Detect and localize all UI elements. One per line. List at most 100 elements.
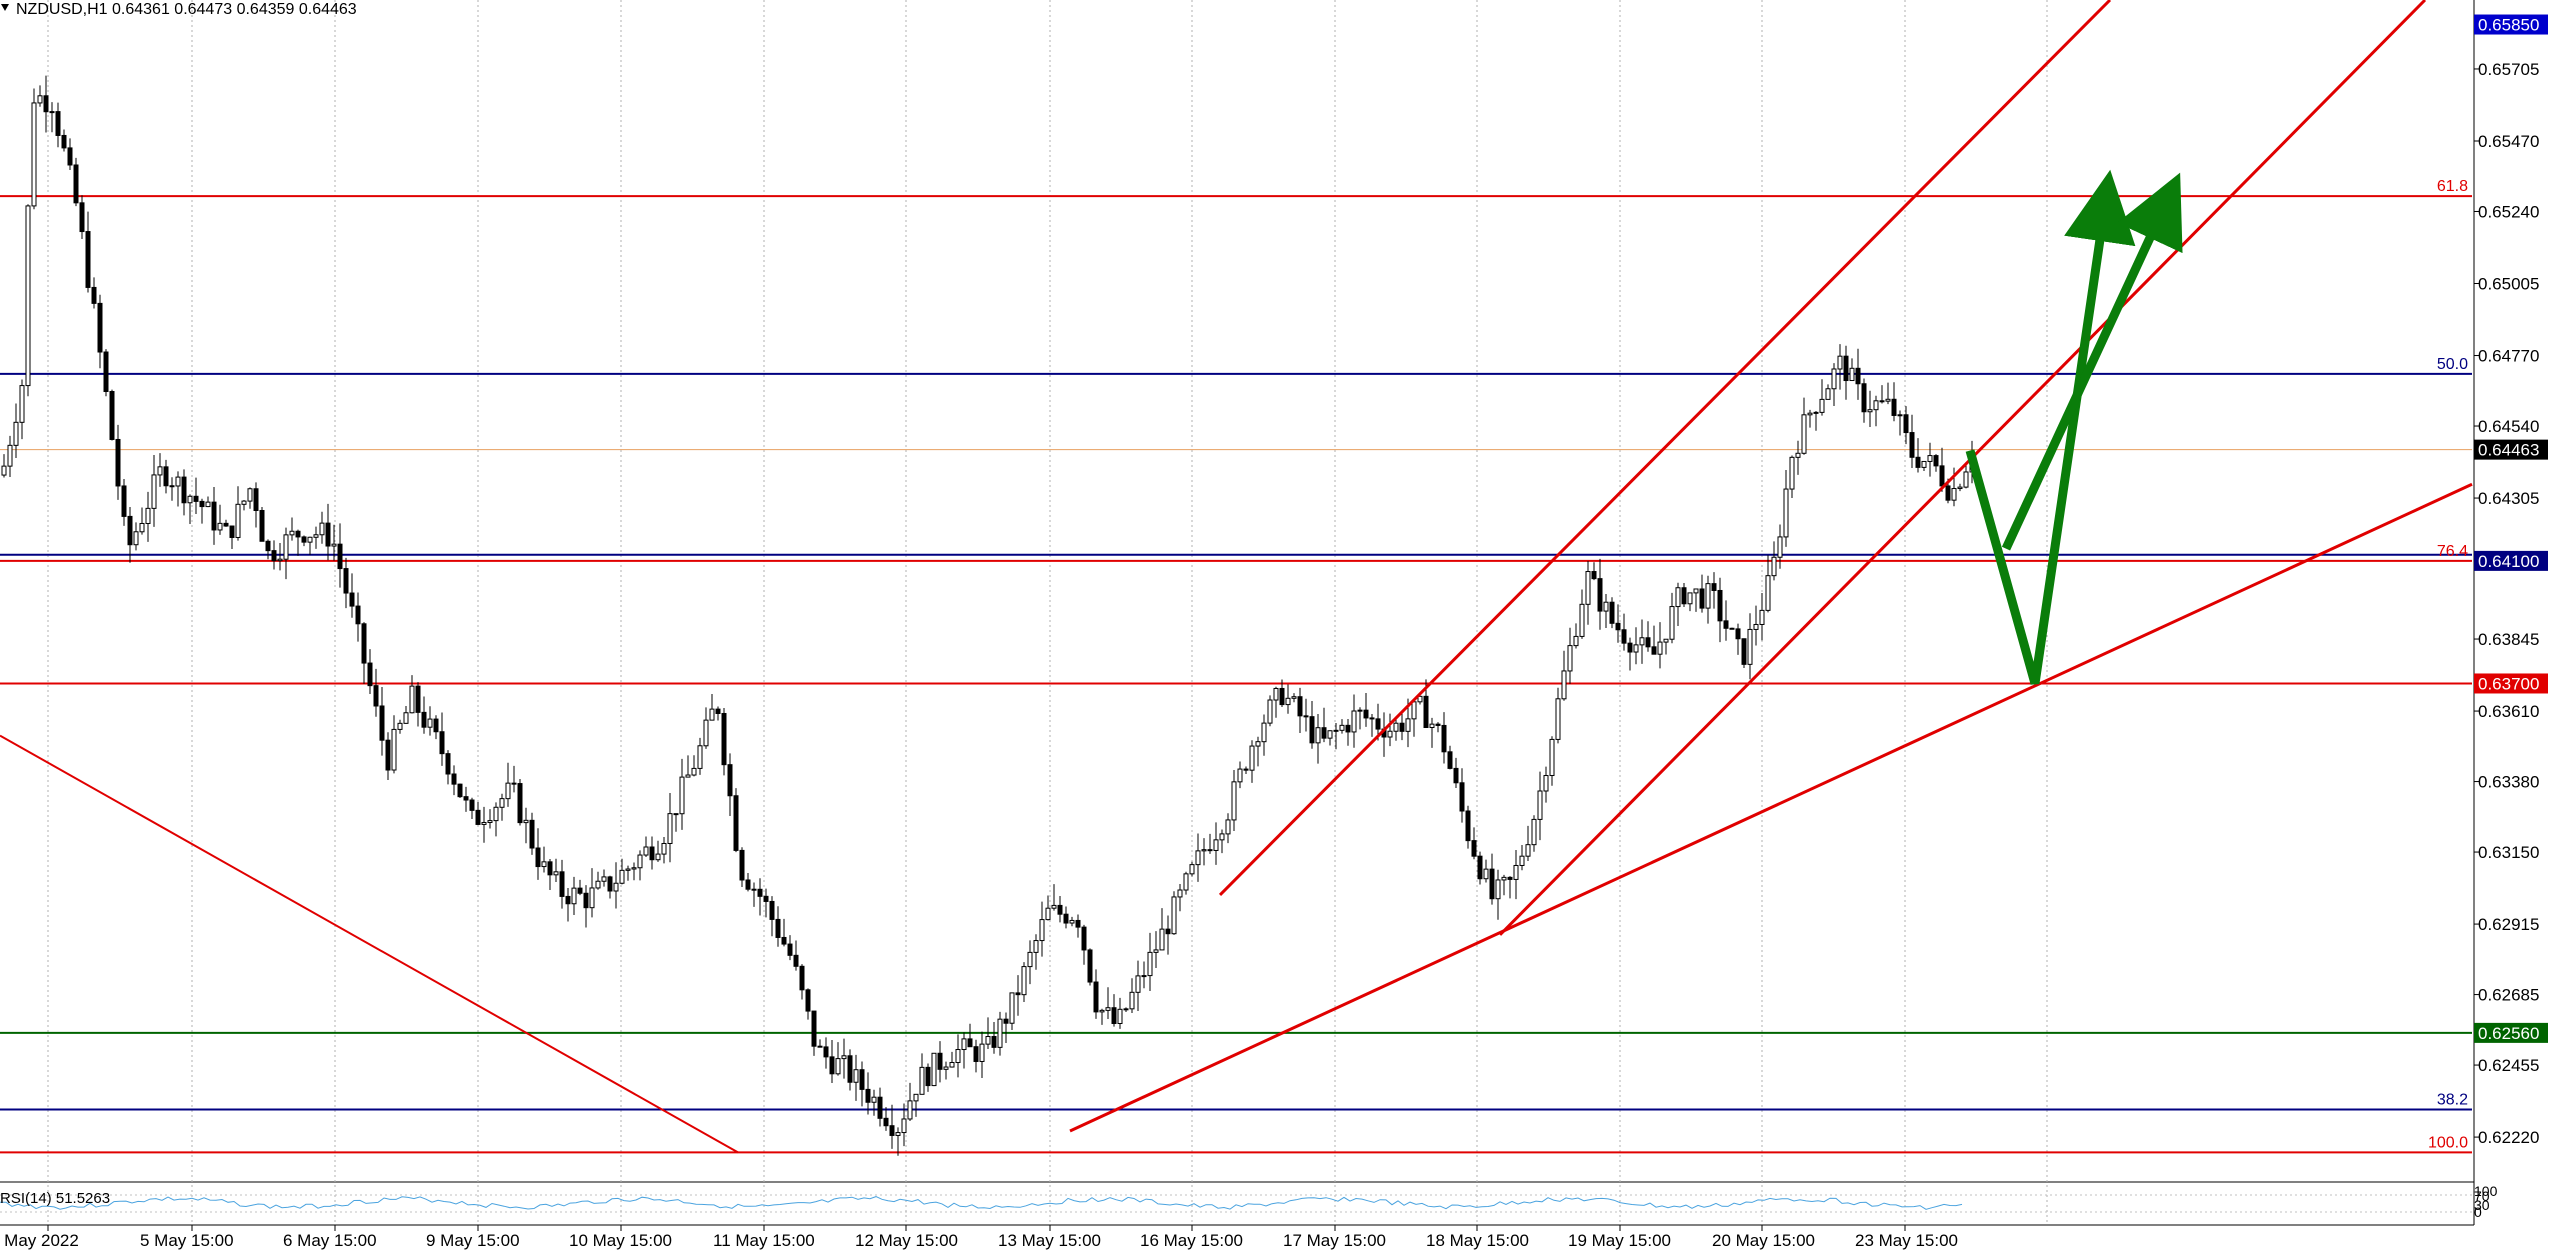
candle-body bbox=[1189, 864, 1195, 875]
candle-body bbox=[853, 1069, 859, 1083]
y-tick-label: 0.64770 bbox=[2478, 347, 2539, 366]
candle-body bbox=[157, 466, 163, 476]
candle-body bbox=[451, 773, 457, 785]
symbol-ohlc-line: NZDUSD,H1 0.64361 0.64473 0.64359 0.6446… bbox=[16, 1, 357, 18]
candle-body bbox=[1561, 670, 1567, 700]
candle-body bbox=[1003, 1018, 1009, 1024]
candle-body bbox=[1489, 868, 1495, 900]
candle-body bbox=[1585, 571, 1591, 605]
candle-body bbox=[127, 515, 133, 546]
candle-body bbox=[1867, 409, 1873, 413]
candle-body bbox=[1663, 638, 1669, 643]
candle-body bbox=[607, 876, 613, 892]
candle-body bbox=[133, 531, 139, 546]
candle-body bbox=[253, 488, 259, 511]
x-tick-label: 12 May 15:00 bbox=[855, 1231, 958, 1250]
candle-body bbox=[1927, 455, 1933, 462]
candle-body bbox=[547, 861, 553, 876]
candle-body bbox=[637, 854, 643, 869]
candle-body bbox=[1831, 368, 1837, 390]
candle-body bbox=[1375, 718, 1381, 730]
candle-body bbox=[1, 465, 7, 476]
candle-body bbox=[1897, 414, 1903, 417]
candle-body bbox=[67, 147, 73, 166]
candle-body bbox=[937, 1052, 943, 1070]
candle-body bbox=[31, 102, 37, 207]
candle-body bbox=[277, 558, 283, 562]
candle-body bbox=[1705, 583, 1711, 609]
candle-body bbox=[979, 1043, 985, 1062]
candle-body bbox=[1543, 775, 1549, 792]
candle-body bbox=[1495, 879, 1501, 900]
candle-body bbox=[1201, 849, 1207, 852]
candle-body bbox=[139, 522, 145, 533]
candle-body bbox=[919, 1066, 925, 1095]
y-tick-label: 0.62915 bbox=[2478, 915, 2539, 934]
candle-body bbox=[1261, 722, 1267, 743]
candle-body bbox=[1219, 833, 1225, 841]
candle-body bbox=[907, 1100, 913, 1120]
candle-body bbox=[1699, 588, 1705, 609]
y-tick-label: 0.63150 bbox=[2478, 843, 2539, 862]
candle-body bbox=[1351, 710, 1357, 733]
trendline bbox=[1498, 0, 2427, 936]
candle-body bbox=[727, 764, 733, 797]
candle-body bbox=[1879, 400, 1885, 403]
candle-body bbox=[559, 871, 565, 897]
candle-body bbox=[331, 543, 337, 547]
candle-body bbox=[847, 1055, 853, 1083]
candle-body bbox=[1387, 730, 1393, 738]
candle-body bbox=[775, 918, 781, 938]
candle-body bbox=[1357, 709, 1363, 712]
candle-body bbox=[589, 887, 595, 909]
candle-body bbox=[1237, 768, 1243, 783]
candlesticks bbox=[1, 75, 1975, 1156]
candle-body bbox=[1099, 1009, 1105, 1013]
candle-body bbox=[763, 895, 769, 902]
candle-body bbox=[187, 495, 193, 504]
candle-body bbox=[109, 391, 115, 440]
candle-body bbox=[517, 783, 523, 824]
candle-body bbox=[1345, 724, 1351, 733]
candle-body bbox=[613, 882, 619, 892]
triangle-down-icon[interactable] bbox=[1, 4, 9, 11]
candle-body bbox=[709, 708, 715, 721]
candle-body bbox=[619, 869, 625, 884]
candle-body bbox=[103, 351, 109, 393]
price-tag-text: 0.62560 bbox=[2478, 1024, 2539, 1043]
candle-body bbox=[997, 1018, 1003, 1048]
candle-body bbox=[1171, 896, 1177, 935]
level-label: 61.8 bbox=[2437, 178, 2468, 195]
x-tick-label: 9 May 15:00 bbox=[426, 1231, 520, 1250]
price-tag bbox=[2474, 1022, 2548, 1043]
candle-body bbox=[577, 887, 583, 894]
candle-body bbox=[289, 530, 295, 536]
candle-body bbox=[205, 501, 211, 508]
candle-body bbox=[1639, 637, 1645, 646]
candle-body bbox=[595, 880, 601, 889]
candle-body bbox=[991, 1036, 997, 1048]
candle-body bbox=[1339, 724, 1345, 731]
candle-body bbox=[913, 1093, 919, 1102]
candle-body bbox=[733, 795, 739, 851]
candle-body bbox=[631, 867, 637, 870]
candle-body bbox=[1753, 623, 1759, 630]
candle-body bbox=[307, 536, 313, 543]
candle-body bbox=[349, 592, 355, 607]
candle-body bbox=[1393, 722, 1399, 732]
candle-body bbox=[343, 568, 349, 594]
candle-body bbox=[55, 111, 61, 136]
candle-body bbox=[529, 819, 535, 849]
candle-body bbox=[403, 712, 409, 724]
y-tick-label: 0.63380 bbox=[2478, 773, 2539, 792]
candle-body bbox=[121, 485, 127, 517]
candle-body bbox=[535, 847, 541, 868]
candle-body bbox=[193, 495, 199, 502]
candle-body bbox=[301, 536, 307, 543]
projection-arrows[interactable] bbox=[1965, 169, 2183, 685]
candle-body bbox=[1681, 587, 1687, 605]
candle-body bbox=[145, 507, 151, 524]
trendlines[interactable] bbox=[0, 0, 2473, 1154]
